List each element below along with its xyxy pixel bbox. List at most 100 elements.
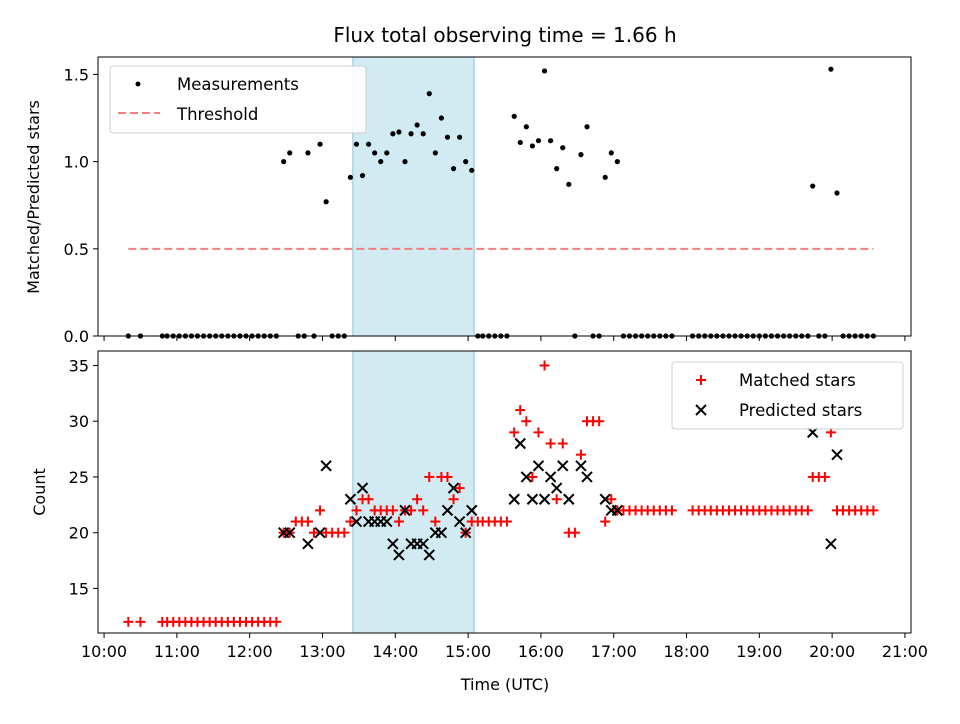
legend-matched-stars: Matched stars <box>739 371 856 390</box>
matched-star-point <box>509 427 520 438</box>
x-tick-label: 15:00 <box>445 642 491 661</box>
predicted-star-point <box>581 471 593 483</box>
measurement-point <box>378 159 384 165</box>
matched-star-point <box>271 616 282 627</box>
measurement-point <box>317 141 323 147</box>
predicted-star-point <box>526 493 539 505</box>
chart-title: Flux total observing time = 1.66 h <box>333 23 676 47</box>
measurement-point <box>305 150 311 156</box>
matched-star-point <box>594 416 605 427</box>
predicted-star-point <box>575 460 587 472</box>
bottom-axes: 10:00 11:00 12:00 13:00 14:00 15:00 16:00 17:00… <box>30 350 928 694</box>
predicted-legend-marker <box>695 404 707 416</box>
x-tick-label: 20:00 <box>809 642 855 661</box>
predicted-star-point <box>453 515 466 528</box>
predicted-star-point <box>599 493 611 505</box>
measurement-point <box>828 66 834 72</box>
top-y-axis-label: Matched/Predicted stars <box>24 100 43 294</box>
legend-measurements: Measurements <box>177 75 299 94</box>
measurement-point <box>463 159 469 165</box>
matched-star-point <box>819 471 830 482</box>
measurement-point <box>834 190 840 196</box>
matched-star-point <box>868 505 879 516</box>
measurement-point <box>347 174 353 180</box>
predicted-star-point <box>611 504 624 517</box>
measurement-point <box>323 199 329 205</box>
matched-star-point <box>600 516 611 527</box>
matched-star-point <box>123 616 134 627</box>
predicted-star-point <box>320 460 332 472</box>
x-tick-label: 18:00 <box>663 642 709 661</box>
matched-star-point <box>302 516 313 527</box>
measurement-point <box>584 124 590 130</box>
measurement-point <box>517 139 523 146</box>
predicted-star-point <box>302 538 314 550</box>
y-tick-label: 0.5 <box>64 240 89 259</box>
y-tick-label: 15 <box>69 579 89 598</box>
predicted-star-point <box>314 526 326 539</box>
top-axes: 0.0 0.5 1.0 1.5 Flux total observing time =… <box>24 23 912 346</box>
measurement-point <box>287 150 293 156</box>
y-tick-label: 1.0 <box>64 153 89 172</box>
predicted-star-point <box>459 526 472 539</box>
matched-star-point <box>308 527 319 538</box>
y-tick-label: 1.5 <box>64 65 89 84</box>
matched-star-point <box>424 471 435 482</box>
measurement-point <box>560 145 566 151</box>
measurement-point <box>602 174 608 180</box>
measurement-point <box>578 152 584 158</box>
matched-star-point <box>551 494 562 505</box>
measurement-point <box>548 138 554 144</box>
predicted-star-point <box>520 471 533 483</box>
predicted-star-point <box>514 437 526 450</box>
observing-span <box>352 350 475 634</box>
measurement-point <box>529 143 536 149</box>
matched-star-point <box>533 427 544 438</box>
predicted-star-point <box>447 482 460 494</box>
bottom-axes-frame <box>97 350 912 634</box>
measurement-point <box>554 166 560 172</box>
measurement-point <box>457 134 463 140</box>
measurement-point <box>511 113 517 119</box>
predicted-star-point <box>399 504 411 517</box>
measurement-point <box>384 150 390 156</box>
matched-star-point <box>521 416 532 427</box>
x-tick-label: 11:00 <box>154 642 200 661</box>
measurement-point <box>535 138 542 144</box>
predicted-star-point <box>441 504 454 517</box>
predicted-star-point <box>423 549 435 561</box>
measurement-point <box>469 167 475 173</box>
predicted-star-point <box>284 526 296 539</box>
predicted-star-point <box>381 515 393 528</box>
predicted-star-point <box>344 493 357 505</box>
bottom-legend-box <box>671 361 904 430</box>
matched-star-point <box>569 527 580 538</box>
measurement-point <box>614 159 620 165</box>
predicted-star-point <box>417 538 429 550</box>
matched-star-point <box>606 494 617 505</box>
x-tick-label: 12:00 <box>227 642 273 661</box>
matched-star-point <box>448 494 459 505</box>
predicted-star-point <box>466 504 478 517</box>
measurement-point <box>359 172 366 179</box>
predicted-star-point <box>544 471 557 483</box>
matched-star-point <box>418 505 429 516</box>
measurement-point <box>432 150 438 156</box>
measurements-legend-marker <box>135 81 141 87</box>
matched-star-point <box>387 505 398 516</box>
predicted-star-point <box>538 493 551 505</box>
y-tick-label: 35 <box>69 356 89 375</box>
matched-star-point <box>575 449 586 460</box>
matched-star-point <box>363 494 374 505</box>
x-tick-label: 19:00 <box>736 642 782 661</box>
matched-star-point <box>315 505 326 516</box>
matched-star-point <box>501 516 512 527</box>
measurement-point <box>281 159 287 165</box>
predicted-star-point <box>557 460 569 472</box>
measurement-point <box>444 134 451 140</box>
predicted-star-point <box>356 482 369 494</box>
measurement-point <box>426 91 432 97</box>
measurement-point <box>390 131 396 137</box>
legend-threshold: Threshold <box>176 105 258 124</box>
top-legend: Measurements Threshold <box>109 65 367 134</box>
